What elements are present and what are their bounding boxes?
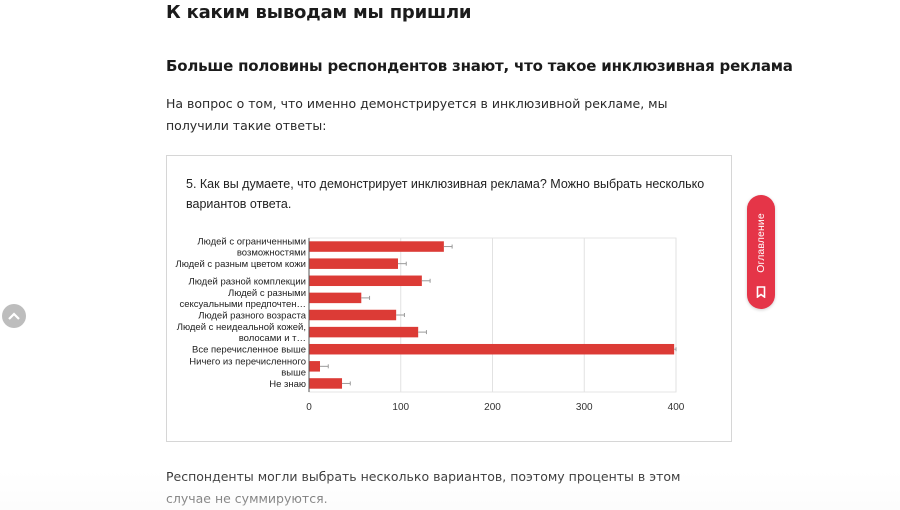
bar (309, 326, 419, 338)
category-label-line: волосами и т… (239, 333, 306, 344)
category-label: Не знаю (269, 379, 306, 390)
category-label: Людей с разными сексуальными предпочтен… (179, 288, 306, 310)
bar (309, 378, 343, 389)
category-label-line: Ничего из перечисленного (189, 356, 306, 367)
category-label-line: Людей разного возраста (198, 311, 306, 322)
category-label: Людей с ограниченными возможностями (197, 237, 306, 259)
category-label: Все перечисленное выше (192, 345, 306, 356)
table-of-contents-button[interactable]: Оглавление (747, 195, 775, 309)
section-subheading: Больше половины респондентов знают, что … (166, 57, 793, 75)
x-tick-label: 200 (484, 402, 501, 413)
bar-chart: 0 100 200 300 400 Людей с ограниченными возмож… (175, 237, 685, 413)
chart-card: 5. Как вы думаете, что демонстрирует инк… (166, 155, 732, 442)
intro-paragraph: На вопрос о том, что именно демонстрируе… (166, 96, 668, 133)
chevron-up-icon (8, 312, 20, 320)
chart-question: 5. Как вы думаете, что демонстрирует инк… (186, 177, 705, 211)
bar (309, 309, 397, 321)
category-label: Людей разной комплекции (189, 276, 306, 287)
bar (309, 258, 398, 269)
bar (309, 361, 321, 372)
category-label-line: Все перечисленное выше (192, 345, 306, 356)
bar (309, 343, 675, 355)
bar (309, 275, 422, 287)
toc-label: Оглавление (755, 213, 767, 273)
category-label-line: Людей с разным цветом кожи (175, 259, 306, 270)
category-label: Людей разного возраста (198, 311, 306, 322)
category-label: Ничего из перечисленного выше (189, 356, 306, 378)
category-label-line: Людей с ограниченными (197, 237, 306, 248)
bar (309, 241, 444, 252)
bar (309, 292, 362, 304)
x-tick-label: 400 (668, 402, 685, 413)
category-label-line: сексуальными предпочтен… (179, 299, 306, 310)
x-tick-label: 0 (306, 402, 312, 413)
x-tick-label: 100 (392, 402, 409, 413)
category-label-line: выше (281, 367, 306, 378)
category-label-line: Людей с разными (228, 288, 306, 299)
x-tick-label: 300 (576, 402, 593, 413)
section-heading: К каким выводам мы пришли (166, 2, 472, 23)
note-paragraph: Респонденты могли выбрать несколько вари… (166, 469, 681, 506)
category-label-line: Не знаю (269, 379, 306, 390)
scroll-to-top-button[interactable] (2, 304, 26, 328)
category-label-line: Людей разной комплекции (189, 276, 306, 287)
bookmark-icon (756, 286, 766, 298)
category-label: Людей с разным цветом кожи (175, 259, 306, 270)
category-label: Людей с неидеальной кожей, волосами и т… (177, 322, 306, 344)
category-label-line: возможностями (237, 248, 306, 259)
category-label-line: Людей с неидеальной кожей, (177, 322, 306, 333)
